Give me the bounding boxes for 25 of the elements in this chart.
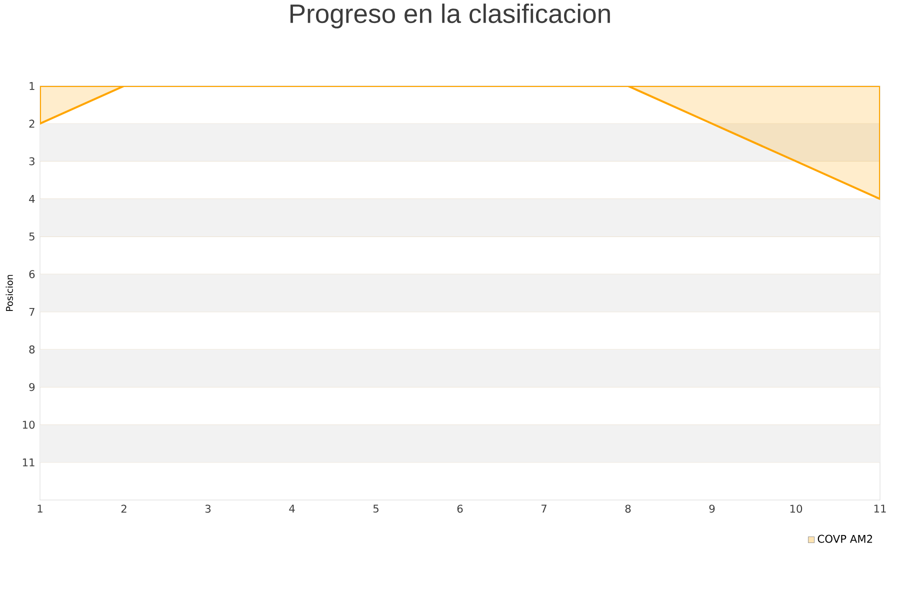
legend-label: COVP AM2 <box>818 534 872 543</box>
x-tick-label: 6 <box>457 504 463 513</box>
y-axis-title: Posicion <box>6 274 13 311</box>
x-tick-label: 10 <box>790 504 802 513</box>
y-tick-label: 7 <box>29 308 34 316</box>
x-tick-label: 3 <box>205 504 211 513</box>
x-tick-label: 7 <box>542 504 546 512</box>
x-tick-label: 11 <box>874 504 886 512</box>
y-tick-label: 8 <box>29 345 35 354</box>
x-tick-label: 8 <box>625 504 631 513</box>
y-tick-label: 3 <box>29 157 34 166</box>
x-tick-label: 1 <box>38 504 42 512</box>
y-tick-label: 1 <box>30 82 34 90</box>
y-tick-label: 2 <box>29 120 34 128</box>
y-tick-label: 11 <box>22 458 34 466</box>
x-tick-label: 4 <box>289 504 295 512</box>
y-tick-label: 5 <box>29 232 34 240</box>
x-tick-label: 5 <box>373 504 378 513</box>
y-tick-label: 4 <box>29 195 35 203</box>
y-tick-label: 10 <box>22 420 35 429</box>
y-tick-label: 6 <box>29 270 35 278</box>
x-tick-label: 9 <box>709 504 715 513</box>
y-tick-label: 9 <box>29 383 35 392</box>
x-tick-label: 2 <box>121 504 126 513</box>
chart-title: Progreso en la clasificacion <box>290 4 610 28</box>
